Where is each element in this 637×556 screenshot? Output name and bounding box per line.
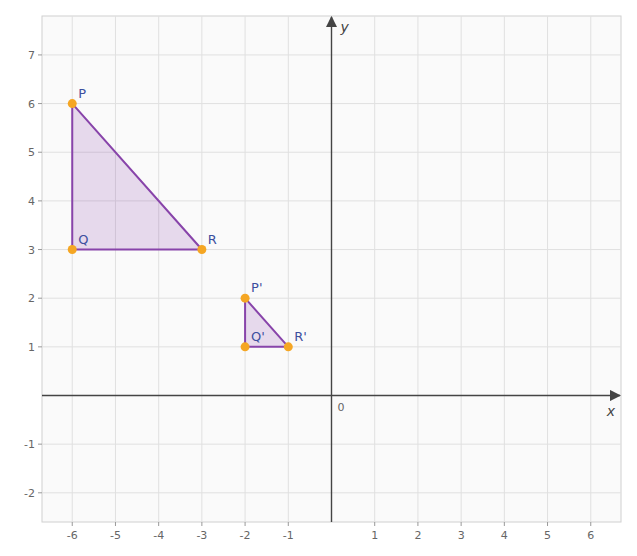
x-axis-label: x bbox=[606, 403, 616, 419]
x-grid-line bbox=[461, 16, 462, 522]
axes bbox=[42, 17, 620, 522]
y-tick-label: -1 bbox=[24, 438, 35, 451]
triangle bbox=[72, 104, 202, 250]
x-grid-line bbox=[201, 16, 202, 522]
y-tick-label: 5 bbox=[28, 146, 35, 159]
x-grid-line bbox=[374, 16, 375, 522]
vertex-point bbox=[68, 245, 77, 254]
x-tick-label: -5 bbox=[110, 529, 121, 542]
y-tick bbox=[38, 492, 42, 493]
x-tick bbox=[245, 522, 246, 526]
y-tick bbox=[38, 346, 42, 347]
x-tick bbox=[374, 522, 375, 526]
x-tick bbox=[417, 522, 418, 526]
origin-label: 0 bbox=[338, 401, 345, 414]
y-tick bbox=[38, 152, 42, 153]
y-tick bbox=[38, 103, 42, 104]
vertex-label: P' bbox=[251, 280, 262, 295]
x-tick-label: -6 bbox=[67, 529, 78, 542]
x-tick bbox=[288, 522, 289, 526]
vertex-label: P bbox=[78, 86, 86, 101]
x-grid-line bbox=[417, 16, 418, 522]
x-tick-label: -3 bbox=[196, 529, 207, 542]
vertex-point bbox=[241, 342, 250, 351]
vertex-point bbox=[241, 294, 250, 303]
y-tick-label: 4 bbox=[28, 195, 35, 208]
plot-frame bbox=[42, 16, 621, 522]
y-tick-label: 7 bbox=[28, 49, 35, 62]
x-tick-label: 2 bbox=[414, 529, 421, 542]
x-grid-line bbox=[245, 16, 246, 522]
x-tick-label: -1 bbox=[283, 529, 294, 542]
y-tick bbox=[38, 54, 42, 55]
y-tick bbox=[38, 249, 42, 250]
y-axis-label: y bbox=[340, 19, 350, 35]
x-tick bbox=[504, 522, 505, 526]
y-tick-label: 2 bbox=[28, 292, 35, 305]
vertex-label: Q bbox=[78, 232, 88, 247]
x-tick-label: 5 bbox=[544, 529, 551, 542]
vertex-label: Q' bbox=[251, 329, 265, 344]
x-tick-label: 6 bbox=[587, 529, 594, 542]
y-tick-label: 6 bbox=[28, 98, 35, 111]
x-grid-line bbox=[158, 16, 159, 522]
x-tick bbox=[72, 522, 73, 526]
vertex-point bbox=[68, 99, 77, 108]
x-tick bbox=[158, 522, 159, 526]
x-tick-label: 4 bbox=[501, 529, 508, 542]
x-tick-label: -4 bbox=[153, 529, 164, 542]
annotations: P Q R P' Q' R' 0 bbox=[78, 86, 344, 414]
x-tick-label: -2 bbox=[240, 529, 251, 542]
x-grid-line bbox=[72, 16, 73, 522]
y-tick bbox=[38, 200, 42, 201]
tick-labels: -6 -5 -4 -3 -2 -1 1 2 3 4 5 6 -2 -1 1 2 3 4 5 6 7 bbox=[24, 49, 594, 542]
y-tick-label: 3 bbox=[28, 244, 35, 257]
x-grid-line bbox=[590, 16, 591, 522]
x-tick-label: 1 bbox=[371, 529, 378, 542]
x-grid-line bbox=[115, 16, 116, 522]
x-grid-line bbox=[288, 16, 289, 522]
marks bbox=[68, 99, 293, 351]
chart: -6 -5 -4 -3 -2 -1 1 2 3 4 5 6 -2 -1 1 2 3 4 5 6 7 x y P Q R P' Q' R'… bbox=[0, 0, 637, 556]
x-tick bbox=[115, 522, 116, 526]
y-axis-line bbox=[331, 17, 332, 522]
x-tick bbox=[461, 522, 462, 526]
vertex-point bbox=[284, 342, 293, 351]
y-tick-label: 1 bbox=[28, 341, 35, 354]
x-tick-label: 3 bbox=[458, 529, 465, 542]
vertex-label: R' bbox=[294, 329, 307, 344]
vertex-label: R bbox=[208, 232, 217, 247]
vertex-point bbox=[197, 245, 206, 254]
x-tick bbox=[201, 522, 202, 526]
x-tick bbox=[547, 522, 548, 526]
x-grid-line bbox=[547, 16, 548, 522]
y-tick-label: -2 bbox=[24, 487, 35, 500]
y-tick bbox=[38, 298, 42, 299]
x-tick bbox=[590, 522, 591, 526]
grid bbox=[42, 16, 621, 522]
triangle bbox=[245, 298, 288, 347]
y-tick bbox=[38, 444, 42, 445]
x-grid-line bbox=[504, 16, 505, 522]
